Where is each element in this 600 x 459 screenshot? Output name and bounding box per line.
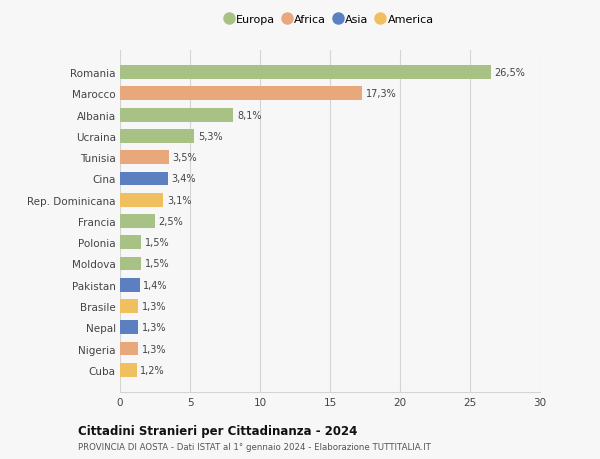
Text: 26,5%: 26,5% xyxy=(494,68,526,78)
Bar xyxy=(120,363,137,377)
Bar xyxy=(120,151,169,165)
Text: 8,1%: 8,1% xyxy=(237,110,262,120)
Bar xyxy=(120,66,491,80)
Text: 3,1%: 3,1% xyxy=(167,195,191,205)
Text: 3,4%: 3,4% xyxy=(171,174,196,184)
Text: 1,2%: 1,2% xyxy=(140,365,165,375)
Legend: Europa, Africa, Asia, America: Europa, Africa, Asia, America xyxy=(226,15,434,25)
Bar xyxy=(120,257,141,271)
Bar xyxy=(120,87,362,101)
Bar xyxy=(120,193,163,207)
Bar xyxy=(120,130,194,144)
Text: 5,3%: 5,3% xyxy=(198,132,223,141)
Text: 1,3%: 1,3% xyxy=(142,302,166,311)
Text: Cittadini Stranieri per Cittadinanza - 2024: Cittadini Stranieri per Cittadinanza - 2… xyxy=(78,425,358,437)
Bar xyxy=(120,321,138,335)
Bar xyxy=(120,108,233,122)
Bar xyxy=(120,299,138,313)
Bar xyxy=(120,342,138,356)
Text: 1,3%: 1,3% xyxy=(142,323,166,333)
Text: PROVINCIA DI AOSTA - Dati ISTAT al 1° gennaio 2024 - Elaborazione TUTTITALIA.IT: PROVINCIA DI AOSTA - Dati ISTAT al 1° ge… xyxy=(78,442,431,451)
Text: 1,5%: 1,5% xyxy=(145,238,169,248)
Bar xyxy=(120,214,155,229)
Bar xyxy=(120,172,167,186)
Bar xyxy=(120,236,141,250)
Text: 1,3%: 1,3% xyxy=(142,344,166,354)
Bar xyxy=(120,278,140,292)
Text: 17,3%: 17,3% xyxy=(366,89,397,99)
Text: 3,5%: 3,5% xyxy=(173,153,197,163)
Text: 1,5%: 1,5% xyxy=(145,259,169,269)
Text: 1,4%: 1,4% xyxy=(143,280,167,290)
Text: 2,5%: 2,5% xyxy=(158,217,183,226)
